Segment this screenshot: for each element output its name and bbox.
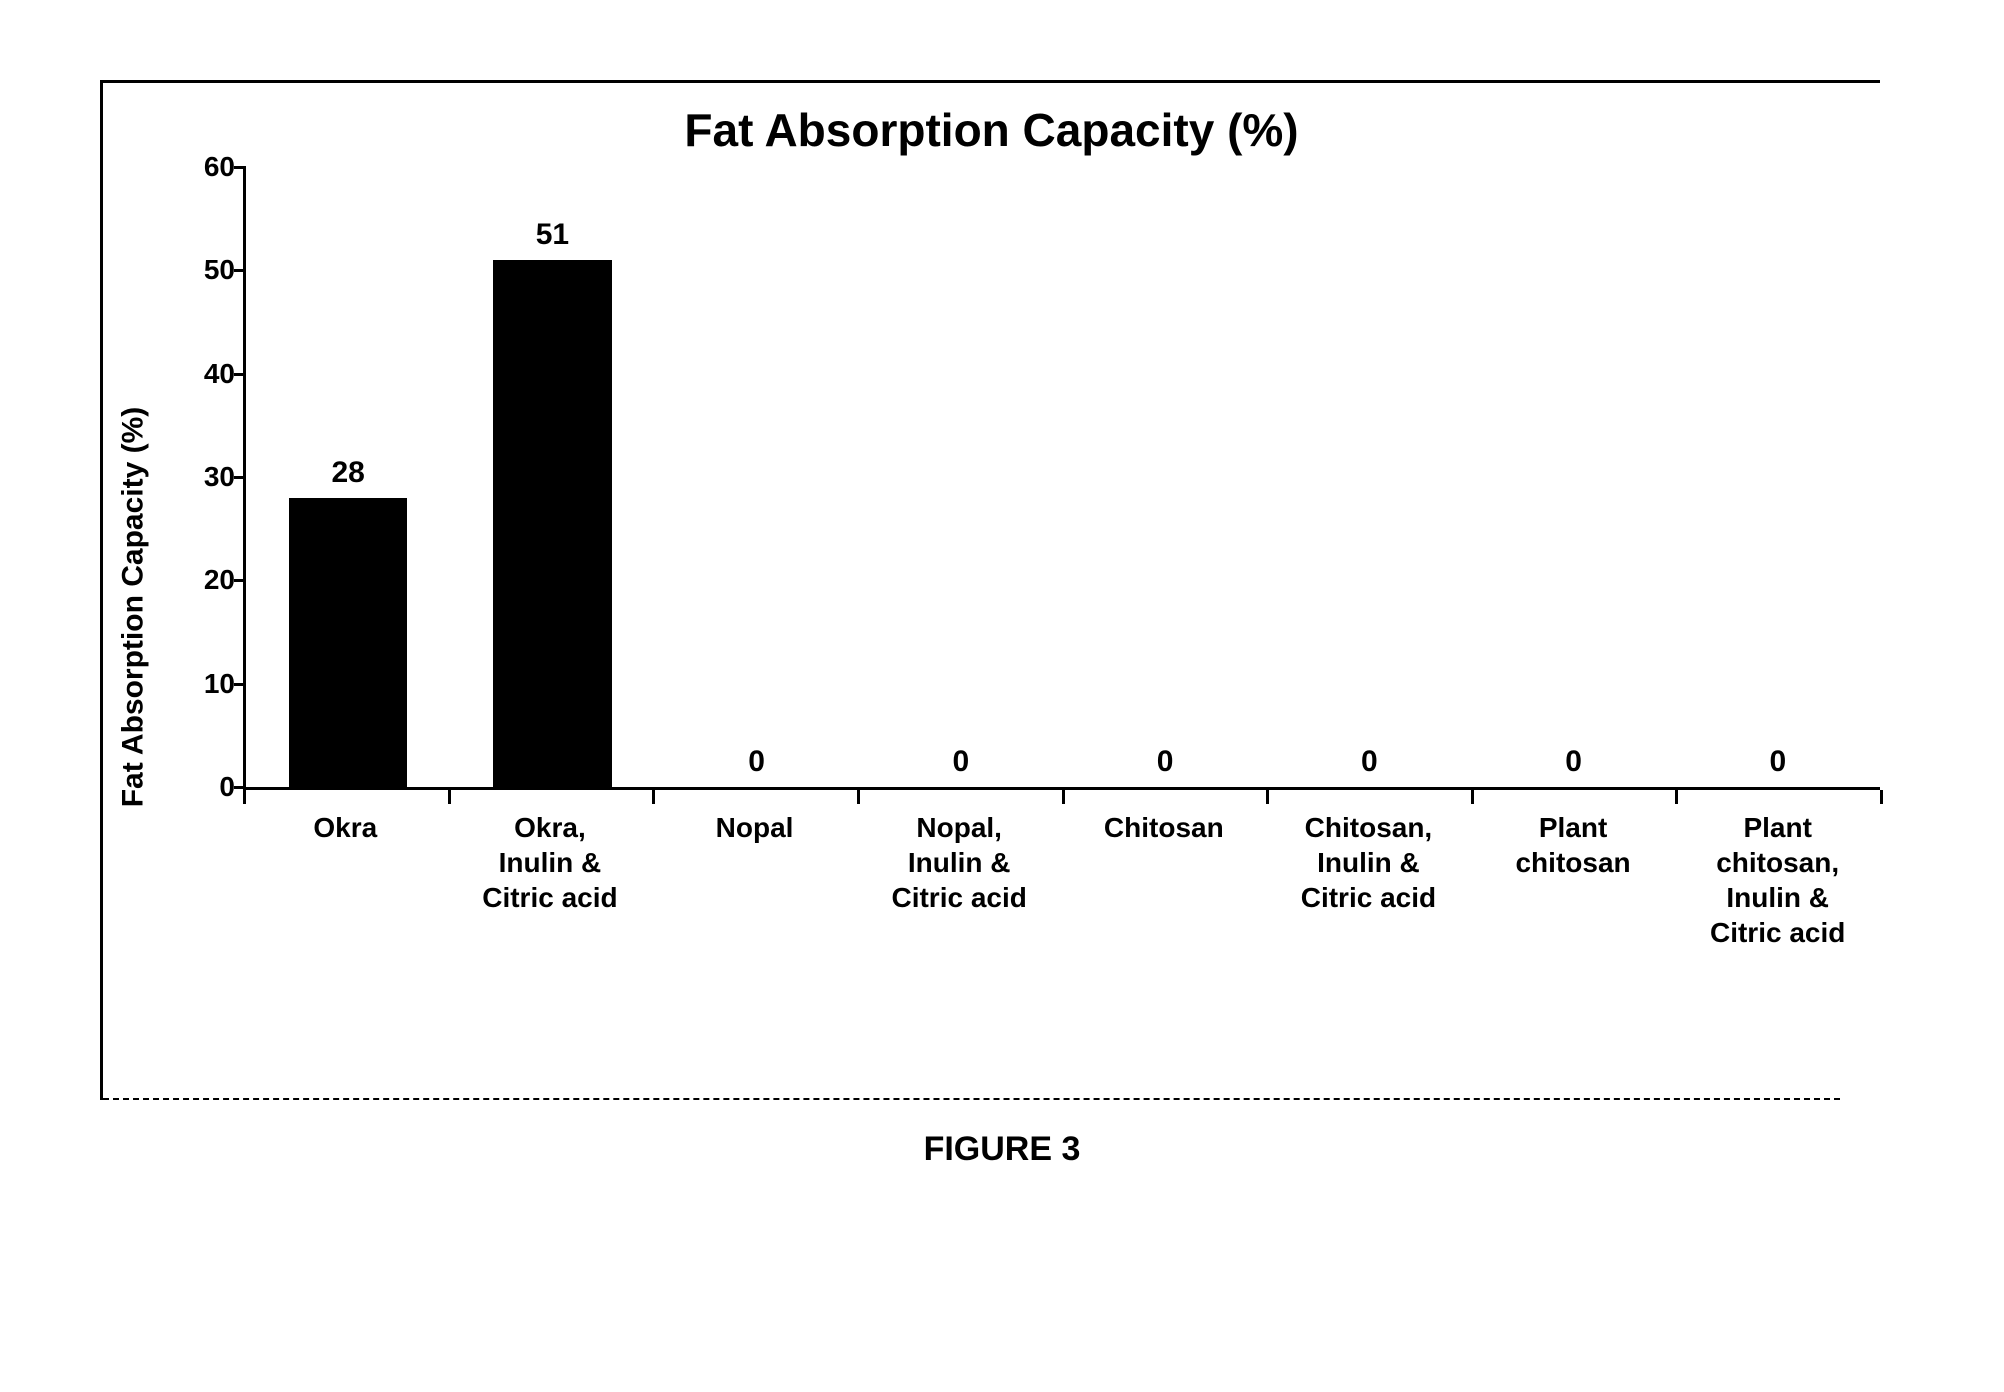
- x-tick-mark: [857, 790, 860, 804]
- x-axis-ticks: [243, 790, 1880, 804]
- x-tick-mark: [1675, 790, 1678, 804]
- y-tick-mark: [234, 683, 246, 686]
- category-label: Nopal, Inulin & Citric acid: [857, 810, 1062, 950]
- chart-bottom-border: [103, 1098, 1840, 1100]
- x-tick-mark: [1062, 790, 1065, 804]
- y-tick-label: 0: [219, 771, 235, 803]
- y-tick-mark: [234, 166, 246, 169]
- page: Fat Absorption Capacity (%) Fat Absorpti…: [0, 0, 2004, 1392]
- bar-value-label: 0: [953, 745, 970, 779]
- y-axis-label: Fat Absorption Capacity (%): [116, 407, 150, 808]
- bar-value-label: 51: [536, 218, 569, 252]
- y-tick-label: 20: [204, 564, 235, 596]
- bar-value-label: 0: [1361, 745, 1378, 779]
- x-tick-mark: [652, 790, 655, 804]
- bars-row: 28 51 0 0 0 0 0 0: [246, 167, 1880, 787]
- y-tick-mark: [234, 476, 246, 479]
- bar-slot: 0: [1472, 167, 1676, 787]
- bar: [493, 260, 611, 787]
- bar-slot: 0: [1063, 167, 1267, 787]
- chart-container: Fat Absorption Capacity (%) Fat Absorpti…: [100, 80, 1880, 1100]
- category-label: Chitosan, Inulin & Citric acid: [1266, 810, 1471, 950]
- bar-value-label: 0: [1770, 745, 1787, 779]
- x-tick-mark: [448, 790, 451, 804]
- bar-slot: 51: [450, 167, 654, 787]
- chart-body: Fat Absorption Capacity (%) 010203040506…: [103, 167, 1880, 1047]
- plot-column: 28 51 0 0 0 0 0 0 OkraOkra, Inulin & Citric aci…: [243, 167, 1880, 1047]
- category-label: Plant chitosan, Inulin & Citric acid: [1675, 810, 1880, 950]
- category-labels-row: OkraOkra, Inulin & Citric acidNopalNopal…: [243, 810, 1880, 950]
- x-tick-mark: [243, 790, 246, 804]
- category-label: Nopal: [652, 810, 857, 950]
- bar-slot: 28: [246, 167, 450, 787]
- x-tick-mark: [1880, 790, 1883, 804]
- bar-value-label: 0: [1157, 745, 1174, 779]
- x-tick-mark: [1471, 790, 1474, 804]
- bar-slot: 0: [1267, 167, 1471, 787]
- bar-slot: 0: [655, 167, 859, 787]
- y-axis-label-container: Fat Absorption Capacity (%): [103, 167, 163, 1047]
- category-label: Chitosan: [1062, 810, 1267, 950]
- bar-value-label: 0: [748, 745, 765, 779]
- y-axis-ticks: 0102030405060: [163, 167, 243, 1047]
- y-tick-label: 60: [204, 151, 235, 183]
- y-tick-label: 40: [204, 358, 235, 390]
- figure-caption: FIGURE 3: [100, 1130, 1904, 1169]
- bar-slot: 0: [859, 167, 1063, 787]
- y-tick-label: 10: [204, 668, 235, 700]
- category-label: Plant chitosan: [1471, 810, 1676, 950]
- plot-area: 28 51 0 0 0 0 0 0: [243, 167, 1880, 790]
- bar-slot: 0: [1676, 167, 1880, 787]
- y-tick-mark: [234, 373, 246, 376]
- category-label: Okra: [243, 810, 448, 950]
- chart-title: Fat Absorption Capacity (%): [103, 103, 1880, 157]
- y-tick-label: 30: [204, 461, 235, 493]
- bar-value-label: 28: [331, 456, 364, 490]
- x-tick-mark: [1266, 790, 1269, 804]
- y-tick-mark: [234, 786, 246, 789]
- category-label: Okra, Inulin & Citric acid: [448, 810, 653, 950]
- bar: [289, 498, 407, 787]
- y-tick-label: 50: [204, 254, 235, 286]
- y-tick-mark: [234, 579, 246, 582]
- y-tick-mark: [234, 269, 246, 272]
- bar-value-label: 0: [1565, 745, 1582, 779]
